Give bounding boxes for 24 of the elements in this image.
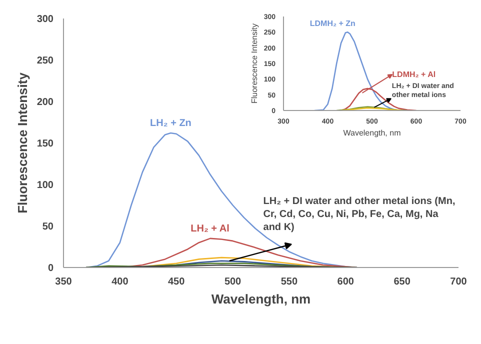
y-tick-label: 0 (48, 263, 54, 274)
y-tick-label: 150 (36, 138, 54, 150)
annotation: LH₂ + DI water and other metal ions (Mn, Cr, Cd, Co, Cu, Ni, Pb, Fe, Ca, Mg, Na and K) (263, 196, 456, 234)
x-tick-label: 650 (394, 276, 411, 288)
x-tick-label: 350 (55, 276, 72, 288)
y-tick-label: 50 (42, 222, 54, 232)
y-axis-title: Fluorescence Intensity (14, 72, 30, 214)
series-label: LDMH₂ + Zn (310, 19, 356, 28)
y-tick-label: 200 (36, 97, 54, 108)
y-tick-label: 250 (36, 56, 54, 66)
x-tick-label: 450 (168, 276, 186, 288)
y-tick-label: 100 (36, 180, 54, 191)
x-axis-title: Wavelength, nm (211, 292, 311, 306)
x-tick-label: 550 (280, 276, 298, 288)
series-label: LH₂ + Al (190, 223, 230, 234)
x-tick-label: 600 (337, 276, 354, 288)
x-tick-label: 500 (224, 276, 242, 288)
y-tick-label: 300 (36, 14, 54, 25)
y-axis-title: Fluorescence Intensity (250, 23, 259, 104)
series-label: LH₂ + Zn (150, 118, 192, 130)
x-axis-title: Wavelength, nm (343, 128, 402, 138)
legend-label: LDMH₂ + Al (392, 70, 436, 79)
x-tick-label: 400 (112, 276, 129, 288)
x-tick-label: 700 (450, 276, 468, 288)
